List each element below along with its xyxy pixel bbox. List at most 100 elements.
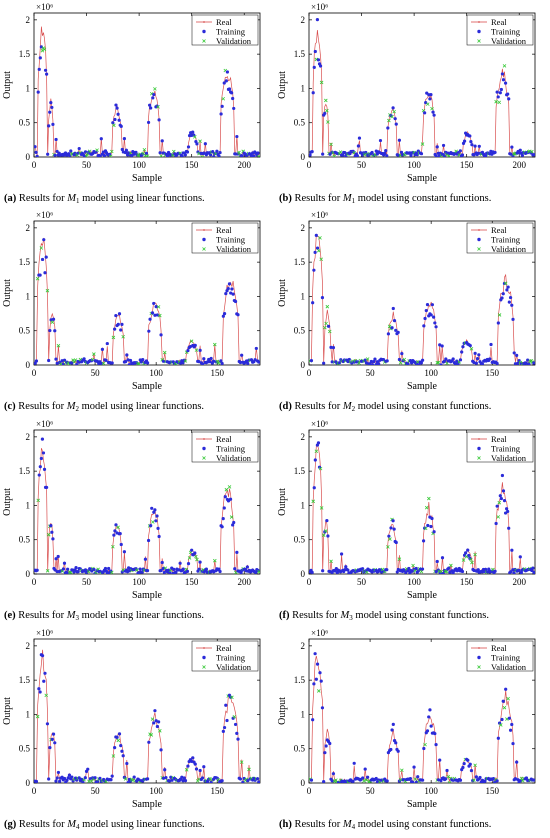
training-point xyxy=(231,523,235,527)
legend-swatch-training xyxy=(477,655,481,660)
x-tick-label: 0 xyxy=(32,786,37,796)
validation-point xyxy=(101,361,106,365)
training-point xyxy=(257,780,260,783)
plot-area xyxy=(309,233,535,365)
caption-model: M xyxy=(66,401,76,412)
training-point xyxy=(224,79,228,83)
training-point xyxy=(168,570,172,574)
training-point xyxy=(423,111,427,115)
y-tick-label: 1 xyxy=(26,291,31,301)
y-tick-label: 0.5 xyxy=(294,744,306,754)
training-point xyxy=(519,571,523,574)
training-point xyxy=(47,124,51,128)
training-point xyxy=(331,345,336,350)
chart-svg: 0 0.5 1 1.5 2 0 50 100 150 ×10⁶ Sample Output RealTr… xyxy=(2,210,261,392)
training-point xyxy=(217,154,221,157)
y-axis-label: Output xyxy=(2,697,13,725)
validation-point xyxy=(388,537,392,541)
training-point xyxy=(188,345,192,349)
training-point xyxy=(318,671,322,675)
training-point xyxy=(532,570,535,574)
legend-swatch-validation xyxy=(477,247,481,251)
training-point xyxy=(75,778,79,782)
training-point xyxy=(310,150,314,154)
legend-label: Validation xyxy=(491,662,527,672)
validation-point xyxy=(430,106,434,111)
training-point xyxy=(53,153,57,157)
validation-point xyxy=(390,517,394,522)
training-point xyxy=(66,567,70,571)
validation-point xyxy=(229,515,234,519)
x-tick-label: 50 xyxy=(357,160,367,170)
legend-label: Real xyxy=(216,434,232,444)
training-point xyxy=(200,776,205,780)
chart-svg: 0 0.5 1 1.5 2 0 50 100 150 200 ×10⁶ Sample Output Rea… xyxy=(2,2,261,184)
validation-point xyxy=(386,545,390,549)
training-point xyxy=(253,358,257,362)
caption-model: M xyxy=(67,819,77,830)
training-point xyxy=(77,360,81,364)
training-point xyxy=(93,776,97,780)
training-point xyxy=(58,779,62,783)
validation-point xyxy=(457,153,462,157)
validation-point xyxy=(110,570,114,574)
y-tick-label: 0.5 xyxy=(19,326,31,336)
chart-svg: 0 0.5 1 1.5 2 0 50 100 150 200 ×10⁶ Sample Output Rea… xyxy=(277,2,536,184)
validation-point xyxy=(35,276,40,281)
legend-label: Validation xyxy=(216,453,252,463)
training-point xyxy=(102,153,107,157)
training-point xyxy=(137,778,141,782)
chart-panel-d: 0 0.5 1 1.5 2 0 50 100 150 ×10⁶ Sample Output Real Tr… xyxy=(275,208,550,417)
validation-point xyxy=(109,154,113,157)
validation-point xyxy=(116,738,121,743)
training-point xyxy=(40,654,45,658)
training-point xyxy=(326,324,331,328)
training-point xyxy=(421,778,425,782)
training-point xyxy=(185,569,190,573)
legend-label: Validation xyxy=(491,244,527,254)
validation-point xyxy=(387,118,391,123)
training-point xyxy=(472,153,476,157)
training-point xyxy=(394,741,398,745)
caption-tag: (d) xyxy=(279,401,292,412)
training-point xyxy=(238,360,243,365)
training-point xyxy=(62,776,67,781)
training-point xyxy=(159,568,163,573)
training-point xyxy=(34,145,37,149)
training-point xyxy=(451,357,455,361)
validation-point xyxy=(136,153,140,157)
training-point xyxy=(37,687,41,691)
training-point xyxy=(35,568,39,572)
training-point xyxy=(411,780,415,783)
training-point xyxy=(158,151,162,155)
training-point xyxy=(467,553,471,558)
training-point xyxy=(499,87,503,92)
y-tick-label: 2 xyxy=(26,15,31,25)
training-point xyxy=(119,542,123,547)
training-point xyxy=(414,566,418,571)
training-point xyxy=(209,356,213,361)
training-point xyxy=(49,100,53,105)
training-point xyxy=(114,313,118,318)
y-axis-label: Output xyxy=(2,488,13,516)
training-point xyxy=(421,358,425,362)
training-point xyxy=(83,776,87,780)
y-exponent-label: ×10⁶ xyxy=(36,2,53,12)
x-tick-label: 100 xyxy=(407,577,421,587)
plot-area xyxy=(309,652,535,783)
training-point xyxy=(67,773,72,777)
training-point xyxy=(504,687,508,691)
training-point xyxy=(146,120,151,125)
training-point xyxy=(408,776,412,781)
y-tick-label: 2 xyxy=(26,223,31,233)
training-point xyxy=(510,548,514,552)
training-point xyxy=(115,735,119,739)
training-point xyxy=(113,746,117,750)
validation-point xyxy=(116,525,120,530)
legend-swatch-training xyxy=(202,29,206,34)
training-point xyxy=(98,154,102,157)
training-point xyxy=(513,777,518,781)
training-point xyxy=(183,779,188,783)
training-point xyxy=(487,567,491,571)
validation-point xyxy=(216,778,221,782)
